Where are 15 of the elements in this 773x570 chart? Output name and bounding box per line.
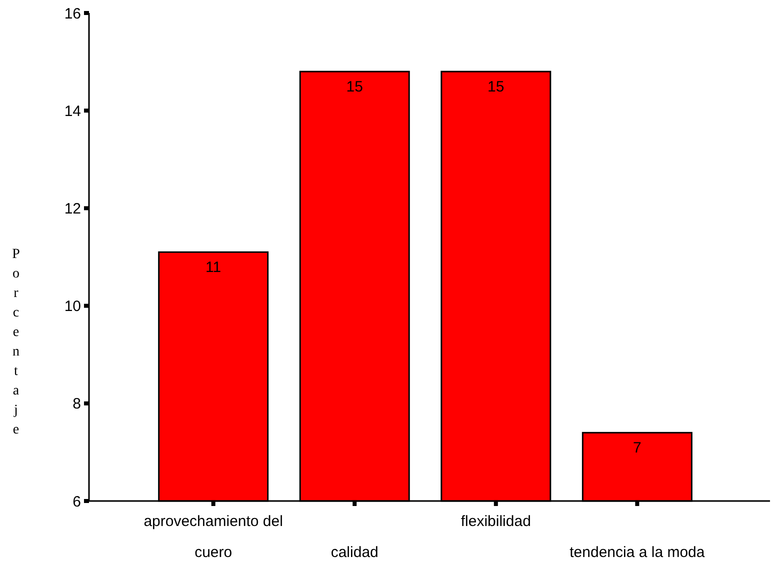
x-tick-label: aprovechamiento del cuero	[144, 513, 283, 561]
data-label: 15	[346, 78, 363, 96]
y-tick-label: 10	[64, 298, 81, 316]
x-tick-label: flexibilidad	[460, 513, 531, 530]
y-tick-label: 16	[64, 5, 81, 22]
text: Porcentaje	[12, 247, 20, 438]
x-tick-label: calidad	[330, 544, 378, 561]
y-tick-label: 6	[72, 493, 81, 510]
x-tick-label: tendencia a la moda	[570, 544, 706, 561]
data-label: 11	[206, 259, 222, 276]
data-label: 15	[488, 78, 504, 96]
y-tick-label: 14	[64, 102, 81, 120]
y-tick-label: 8	[72, 396, 81, 413]
data-label: 7	[633, 440, 642, 457]
y-tick-label: 12	[64, 200, 81, 218]
